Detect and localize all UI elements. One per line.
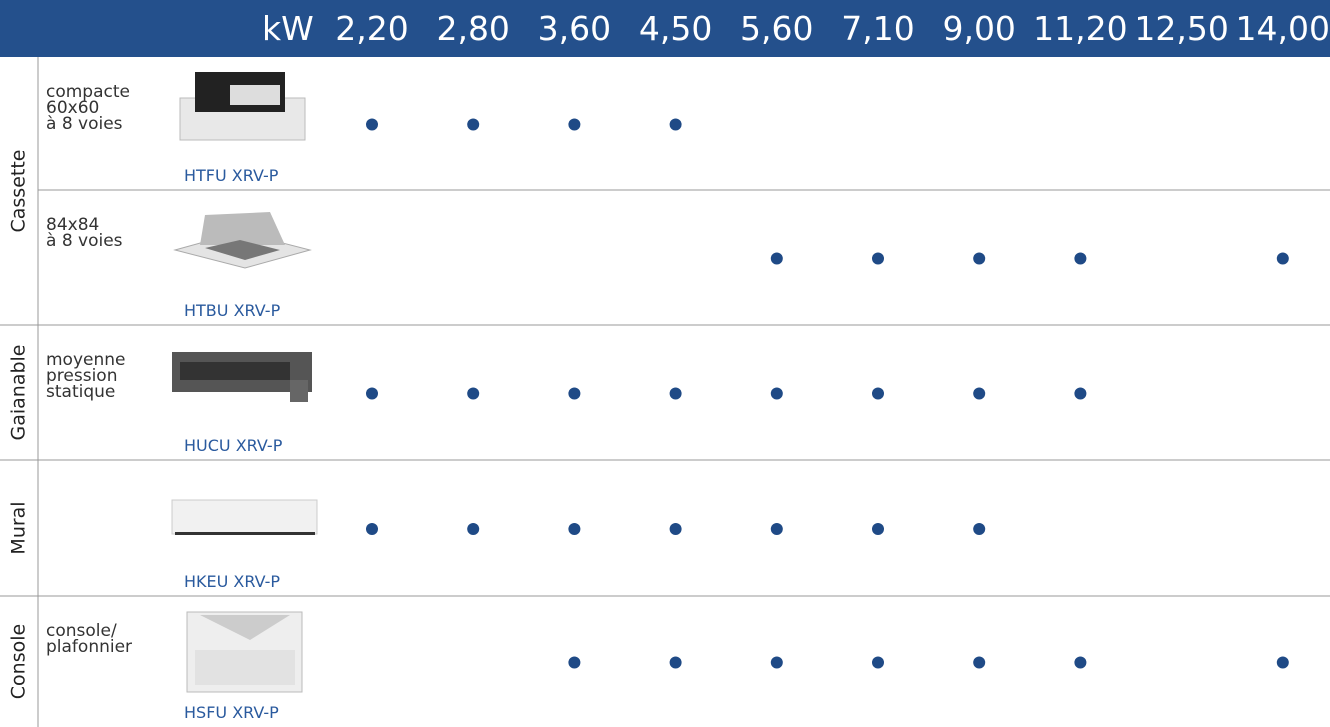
- availability-dot: [973, 387, 986, 400]
- model-name: HSFU XRV-P: [184, 703, 279, 722]
- availability-dot: [770, 523, 783, 535]
- capacity-label: 4,50: [639, 9, 712, 48]
- description: compacte: [46, 82, 130, 102]
- category-label: Mural: [8, 501, 30, 554]
- description: statique: [46, 382, 115, 402]
- unit-label: kW: [262, 9, 314, 48]
- model-name: HKEU XRV-P: [184, 572, 280, 591]
- availability-dot: [1074, 656, 1087, 669]
- product-image: [171, 499, 318, 535]
- description: 84x84: [46, 215, 99, 235]
- availability-dot: [872, 523, 884, 535]
- description: console/: [46, 621, 117, 641]
- availability-dot: [973, 656, 986, 669]
- availability-dot: [568, 118, 581, 131]
- capacity-label: 5,60: [740, 9, 813, 48]
- model-name: HUCU XRV-P: [184, 436, 283, 455]
- availability-dot: [366, 118, 378, 131]
- availability-dot: [770, 656, 783, 669]
- capacity-label: 9,00: [942, 9, 1015, 48]
- product-image: [172, 352, 312, 402]
- capacity-label: 12,50: [1134, 9, 1228, 48]
- availability-dot: [1276, 656, 1289, 669]
- availability-dot: [669, 656, 682, 669]
- availability-dot: [669, 118, 682, 131]
- availability-dot: [669, 523, 682, 535]
- capacity-label: 7,10: [841, 9, 914, 48]
- availability-dot: [872, 387, 884, 400]
- capacity-label: 2,80: [436, 9, 509, 48]
- availability-dot: [770, 252, 783, 265]
- description: 60x60: [46, 98, 99, 118]
- product-image: [186, 611, 303, 693]
- availability-dot: [568, 523, 581, 535]
- category-label: Cassette: [8, 150, 30, 233]
- availability-dot: [568, 656, 581, 669]
- description: à 8 voies: [46, 114, 123, 134]
- capacity-label: 14,00: [1236, 9, 1330, 48]
- availability-dot: [872, 656, 884, 669]
- availability-dot: [1074, 252, 1087, 265]
- description: pression: [46, 366, 117, 386]
- product-image: [179, 72, 306, 141]
- description: moyenne: [46, 350, 126, 370]
- availability-dot: [366, 523, 378, 535]
- category-label: Gaianable: [8, 344, 30, 440]
- availability-dot: [568, 387, 581, 400]
- description: à 8 voies: [46, 231, 123, 251]
- availability-dot: [669, 387, 682, 400]
- model-name: HTBU XRV-P: [184, 301, 281, 320]
- availability-dot: [467, 387, 480, 400]
- availability-dot: [973, 252, 986, 265]
- capacity-label: 2,20: [335, 9, 408, 48]
- availability-dot: [467, 523, 480, 535]
- availability-dot: [1074, 387, 1087, 400]
- product-image: [173, 212, 312, 269]
- availability-dot: [770, 387, 783, 400]
- header-bar: [0, 0, 1330, 57]
- availability-dot: [973, 523, 986, 535]
- capacity-label: 11,20: [1033, 9, 1127, 48]
- capacity-label: 3,60: [538, 9, 611, 48]
- availability-dot: [366, 387, 378, 400]
- availability-dot: [872, 252, 884, 265]
- category-label: Console: [8, 624, 30, 699]
- model-name: HTFU XRV-P: [184, 166, 279, 185]
- availability-dot: [467, 118, 480, 131]
- availability-dot: [1276, 252, 1289, 265]
- description: plafonnier: [46, 637, 132, 657]
